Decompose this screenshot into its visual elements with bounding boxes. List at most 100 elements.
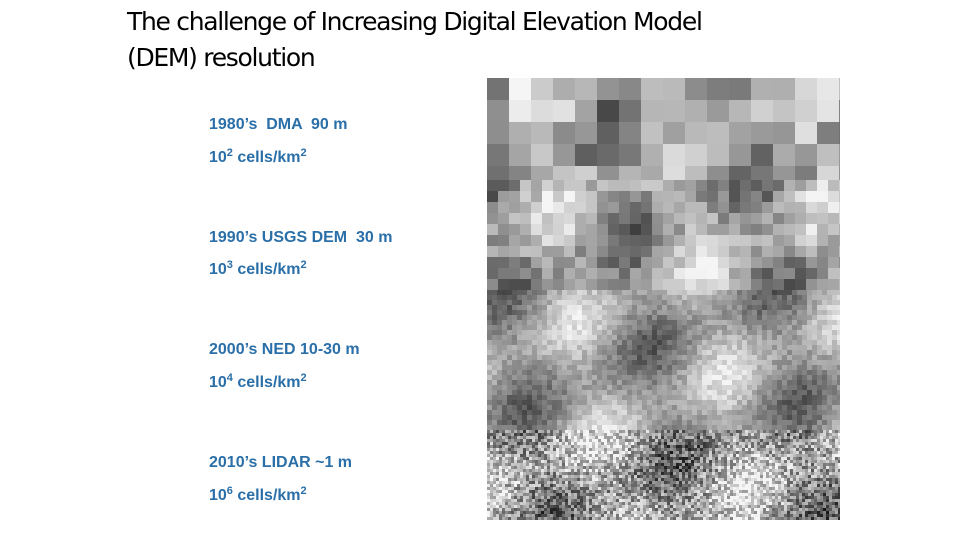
terrain-cell [706, 484, 710, 488]
terrain-cell [814, 472, 818, 476]
terrain-cell [792, 420, 798, 426]
terrain-cell [752, 320, 758, 326]
terrain-cell [706, 487, 710, 491]
terrain-cell [601, 475, 605, 479]
terrain-cell [736, 475, 740, 479]
terrain-cell [757, 481, 761, 485]
terrain-cell [747, 305, 753, 311]
terrain-cell [592, 345, 598, 351]
terrain-cell [572, 335, 578, 341]
terrain-cell [673, 430, 677, 434]
terrain-cell [497, 385, 503, 391]
terrain-cell [631, 451, 635, 455]
terrain-cell [580, 460, 584, 464]
terrain-cell [697, 385, 703, 391]
terrain-cell [793, 433, 797, 437]
terrain-cell [535, 445, 539, 449]
terrain-cell [493, 493, 497, 497]
terrain-cell [577, 433, 581, 437]
terrain-cell [523, 433, 527, 437]
terrain-cell [820, 490, 824, 494]
terrain-cell [727, 310, 733, 316]
terrain-cell [597, 355, 603, 361]
terrain-cell [604, 445, 608, 449]
terrain-cell [610, 448, 614, 452]
terrain-cell [597, 166, 620, 181]
terrain-cell [553, 475, 557, 479]
terrain-cell [796, 454, 800, 458]
terrain-cell [617, 340, 623, 346]
terrain-cell [612, 320, 618, 326]
terrain-cell [697, 478, 701, 482]
terrain-cell [544, 475, 548, 479]
terrain-cell [724, 478, 728, 482]
terrain-cell [832, 420, 838, 426]
terrain-cell [502, 375, 508, 381]
terrain-cell [828, 257, 840, 269]
terrain-cell [523, 442, 527, 446]
terrain-cell [602, 395, 608, 401]
terrain-cell [827, 410, 833, 416]
terrain-cell [562, 430, 566, 434]
terrain-cell [487, 365, 493, 371]
terrain-cell [727, 305, 733, 311]
terrain-cell [697, 466, 701, 470]
terrain-cell [595, 484, 599, 488]
terrain-cell [688, 448, 692, 452]
terrain-cell [527, 370, 533, 376]
terrain-cell [505, 436, 509, 440]
terrain-cell [812, 310, 818, 316]
terrain-cell [658, 490, 662, 494]
terrain-cell [664, 481, 668, 485]
terrain-cell [652, 493, 656, 497]
terrain-cell [577, 340, 583, 346]
terrain-cell [732, 315, 738, 321]
terrain-cell [792, 345, 798, 351]
terrain-cell [552, 315, 558, 321]
terrain-cell [745, 445, 749, 449]
terrain-cell [817, 268, 829, 280]
terrain-cell [572, 290, 578, 296]
terrain-cell [634, 430, 638, 434]
terrain-cell [729, 213, 741, 225]
terrain-cell [607, 395, 613, 401]
terrain-cell [792, 385, 798, 391]
terrain-cell [597, 279, 609, 291]
terrain-cell [583, 484, 587, 488]
terrain-cell [652, 257, 664, 269]
terrain-cell [512, 380, 518, 386]
terrain-cell [550, 454, 554, 458]
terrain-cell [763, 442, 767, 446]
terrain-cell [531, 279, 543, 291]
terrain-cell [575, 144, 598, 167]
terrain-cell [727, 463, 731, 467]
terrain-cell [641, 279, 653, 291]
terrain-cell [826, 460, 830, 464]
terrain-cell [532, 335, 538, 341]
terrain-cell [733, 484, 737, 488]
terrain-cell [673, 475, 677, 479]
terrain-cell [715, 469, 719, 473]
terrain-cell [817, 295, 823, 301]
terrain-cell [697, 360, 703, 366]
terrain-cell [685, 436, 689, 440]
terrain-cell [647, 375, 653, 381]
terrain-cell [640, 457, 644, 461]
terrain-cell [567, 335, 573, 341]
terrain-cell [562, 390, 568, 396]
terrain-cell [691, 466, 695, 470]
terrain-cell [685, 235, 697, 247]
terrain-cell [732, 365, 738, 371]
terrain-cell [616, 490, 620, 494]
terrain-cell [632, 410, 638, 416]
terrain-cell [577, 315, 583, 321]
terrain-cell [622, 442, 626, 446]
terrain-cell [502, 325, 508, 331]
terrain-cell [664, 448, 668, 452]
terrain-cell [592, 300, 598, 306]
terrain-cell [709, 436, 713, 440]
terrain-cell [745, 439, 749, 443]
terrain-cell [619, 268, 631, 280]
unit-exponent: 2 [300, 485, 307, 497]
terrain-cell [721, 487, 725, 491]
